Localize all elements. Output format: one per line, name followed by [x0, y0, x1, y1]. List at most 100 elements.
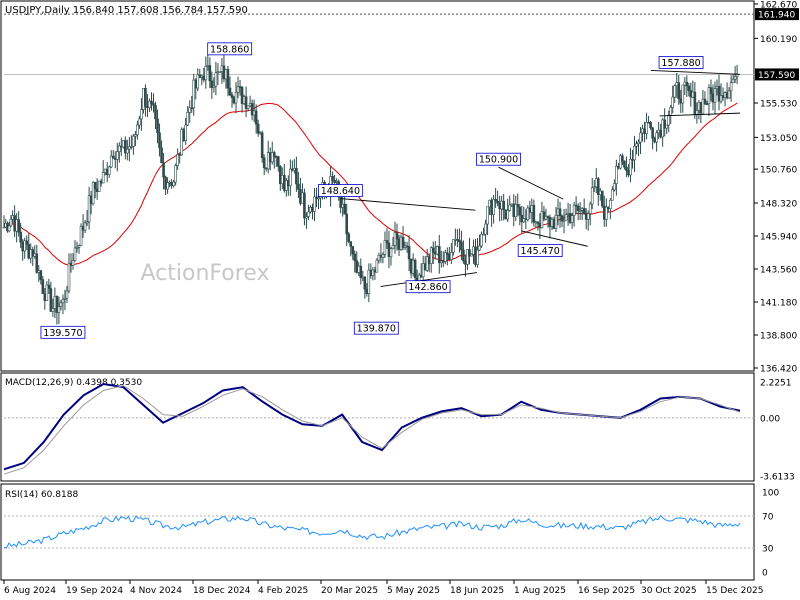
candle-body — [476, 249, 479, 266]
candle-body — [397, 238, 401, 250]
candle-body — [385, 240, 389, 244]
candle-body — [91, 181, 95, 205]
candle-body — [31, 249, 35, 257]
candle-body — [164, 176, 167, 190]
candle-body — [460, 241, 463, 251]
candle-body — [305, 216, 308, 219]
candle-body — [506, 210, 510, 220]
candle-body — [619, 155, 622, 169]
candle-body — [202, 75, 206, 81]
candle-body — [105, 168, 109, 176]
candle-body — [717, 86, 721, 102]
price-annotation-box — [476, 152, 521, 166]
candle-body — [35, 253, 39, 273]
candle-body — [427, 256, 431, 264]
candle-body — [19, 231, 22, 243]
candle-body — [317, 197, 320, 200]
candle-body — [51, 308, 55, 312]
candle-body — [556, 208, 560, 216]
candle-body — [677, 82, 681, 100]
candle-body — [63, 297, 67, 300]
candle-body — [637, 141, 640, 145]
candle-body — [444, 252, 447, 262]
candle-body — [287, 180, 290, 187]
candle-body — [725, 92, 729, 99]
candle-body — [218, 71, 222, 73]
candle-body — [99, 180, 103, 184]
candle-body — [466, 249, 469, 265]
candle-body — [45, 284, 49, 301]
candle-body — [510, 203, 514, 206]
date-axis: 6 Aug 2024 19 Sep 2024 4 Nov 2024 18 Dec 20… — [3, 580, 764, 596]
price-annotation: 139.570 — [43, 328, 82, 339]
date-tick-label: 18 Jun 2025 — [450, 586, 504, 596]
candle-body — [663, 119, 666, 129]
candle-body — [343, 203, 346, 215]
price-tick-label: 136.420 — [760, 365, 797, 375]
candle-body — [456, 239, 459, 241]
candle-body — [13, 215, 16, 232]
candle-body — [379, 254, 383, 258]
candle-body — [361, 276, 365, 279]
candle-body — [693, 91, 697, 115]
candle-body — [458, 239, 461, 243]
candle-body — [586, 213, 590, 220]
candle-body — [272, 152, 276, 157]
candle-body — [631, 159, 634, 161]
candle-body — [140, 109, 143, 120]
candle-body — [381, 254, 385, 258]
candle-body — [675, 82, 679, 87]
price-tick-label: 148.320 — [760, 199, 797, 209]
candle-body — [478, 245, 481, 251]
candle-body — [194, 79, 198, 89]
candle-body — [293, 167, 296, 171]
candle-body — [391, 245, 395, 249]
candle-body — [502, 200, 505, 211]
candle-body — [117, 145, 121, 152]
price-annotation-box — [658, 56, 704, 69]
candle-body — [643, 128, 646, 134]
candle-body — [246, 105, 250, 109]
candle-body — [21, 241, 24, 252]
candle-body — [25, 240, 29, 245]
candle-body — [224, 69, 228, 80]
date-tick-label: 4 Nov 2024 — [130, 586, 182, 596]
candle-body — [95, 188, 99, 192]
candle-body — [83, 222, 87, 231]
candle-body — [142, 88, 145, 110]
candle-body — [454, 239, 457, 241]
candle-body — [192, 79, 196, 109]
macd-tick-label: -3.6133 — [760, 473, 795, 483]
candle-body — [122, 140, 125, 148]
candle-body — [429, 247, 433, 264]
candle-body — [407, 246, 411, 260]
candle-body — [615, 166, 618, 184]
candle-body — [403, 245, 407, 248]
candle-body — [11, 215, 14, 220]
candle-body — [413, 259, 417, 279]
candle-body — [399, 236, 403, 250]
candle-body — [421, 263, 425, 278]
candle-body — [176, 154, 179, 166]
price-tick-label: 145.940 — [760, 232, 797, 242]
candle-body — [441, 260, 445, 263]
price-annotation: 158.860 — [210, 44, 249, 55]
candle-body — [651, 127, 654, 139]
candle-body — [315, 196, 318, 199]
date-tick-label: 1 Aug 2025 — [514, 586, 566, 596]
candle-body — [405, 245, 409, 248]
macd-tick-label: 2.2251 — [760, 379, 792, 389]
candle-body — [723, 92, 727, 98]
candle-body — [532, 205, 536, 223]
candle-body — [508, 204, 512, 211]
candle-body — [375, 259, 379, 273]
candle-layer — [2, 53, 739, 325]
candle-body — [437, 246, 441, 264]
candle-body — [605, 206, 608, 220]
candle-body — [264, 167, 268, 170]
candle-body — [574, 204, 578, 207]
resistance-price-box — [755, 8, 799, 21]
candle-body — [363, 276, 367, 290]
candle-body — [240, 86, 244, 104]
